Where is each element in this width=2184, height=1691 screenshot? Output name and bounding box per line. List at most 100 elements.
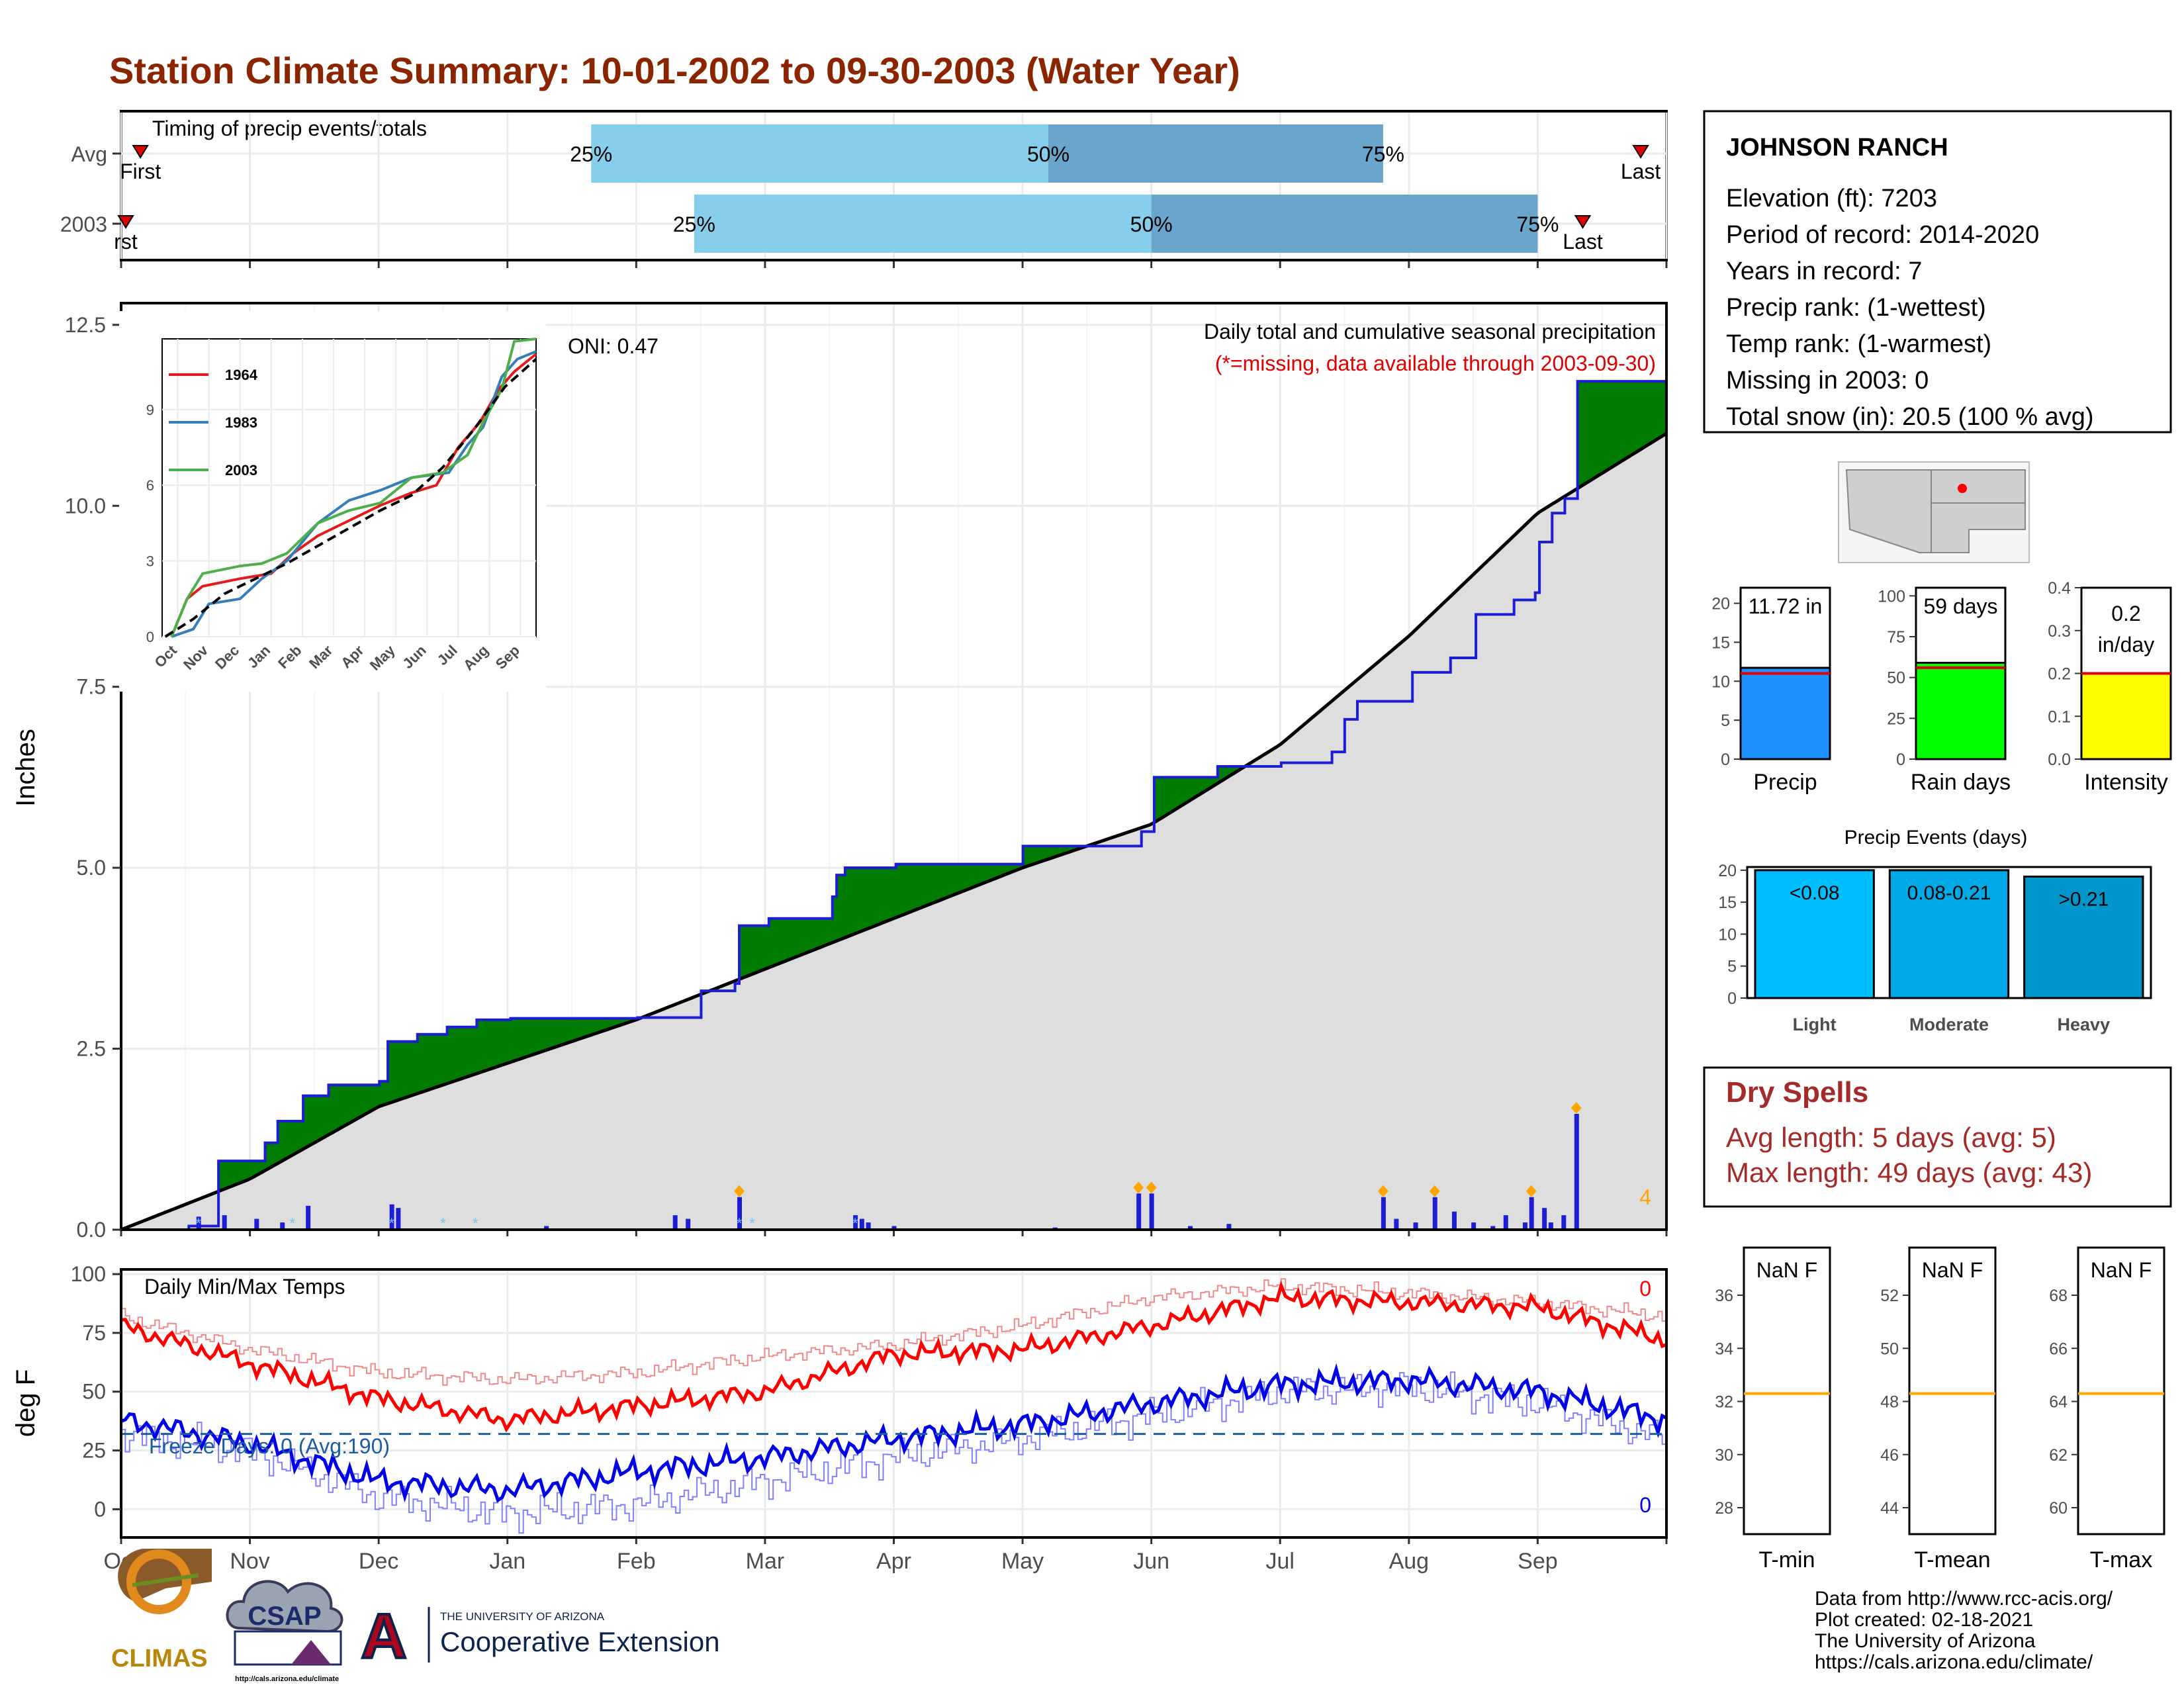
events-bar xyxy=(1754,869,1875,999)
month-axis-label: Feb xyxy=(617,1549,656,1574)
freeze-days-label: Freeze Days: 0 (Avg:190) xyxy=(149,1434,390,1458)
above-avg-fill xyxy=(409,1041,414,1097)
above-avg-fill xyxy=(244,1161,249,1182)
temp-y-axis-label: deg F xyxy=(11,1369,40,1437)
footer-created: Plot created: 02-18-2021 xyxy=(1815,1609,2033,1631)
daily-precip-bar xyxy=(1490,1226,1496,1230)
daily-precip-bar xyxy=(1574,1114,1579,1230)
station-info-box: JOHNSON RANCH Elevation (ft): 7203 Perio… xyxy=(1703,110,2172,434)
events-ytick-label: 0 xyxy=(1727,989,1737,1008)
above-avg-fill xyxy=(519,1018,524,1060)
above-avg-fill xyxy=(925,864,931,906)
above-avg-fill xyxy=(493,1019,498,1068)
inset-ytick-label: 9 xyxy=(146,402,154,418)
above-avg-fill xyxy=(544,1018,549,1051)
daily-precip-bar xyxy=(1413,1222,1418,1230)
above-avg-fill xyxy=(794,918,799,958)
temp-box-ytick-label: 30 xyxy=(1715,1446,1733,1465)
above-avg-fill xyxy=(574,1018,579,1041)
events-title: Precip Events (days) xyxy=(1844,827,2028,848)
above-avg-fill xyxy=(591,1018,596,1035)
missing-data-marker: * xyxy=(290,1215,296,1232)
precip-bar xyxy=(1739,666,1831,760)
above-avg-fill xyxy=(472,1027,477,1075)
inset-line-1964 xyxy=(170,353,537,637)
above-avg-fill xyxy=(506,1019,512,1064)
events-category-label: Light xyxy=(1793,1015,1837,1034)
above-avg-fill xyxy=(1188,777,1193,802)
missing-data-marker: * xyxy=(749,1215,755,1232)
above-avg-fill xyxy=(1649,381,1655,444)
first-event-marker xyxy=(117,215,134,229)
timing-label-75: 75% xyxy=(1362,142,1404,166)
dry-spells-title: Dry Spells xyxy=(1726,1076,1868,1109)
month-axis-label: Jan xyxy=(489,1549,525,1574)
temp-ytick-label: 100 xyxy=(71,1262,106,1286)
temp-box-value: NaN F xyxy=(1756,1258,1817,1282)
climas-logo: CLIMAS xyxy=(111,1549,212,1672)
above-avg-fill xyxy=(1044,846,1049,861)
above-avg-fill xyxy=(273,1142,279,1166)
events-ytick-label: 10 xyxy=(1718,925,1737,944)
above-avg-fill xyxy=(434,1034,439,1088)
events-ytick-label: 20 xyxy=(1718,862,1737,880)
timing-row-label: Avg xyxy=(71,142,107,166)
tmin-count: 0 xyxy=(1639,1493,1651,1517)
rain_days-value-label: 59 days xyxy=(1923,594,1997,618)
above-avg-fill xyxy=(358,1085,363,1119)
above-avg-fill xyxy=(1048,846,1053,859)
daily-precip-bar xyxy=(1381,1197,1386,1230)
inset-ytick-label: 6 xyxy=(146,477,154,494)
month-axis-label: May xyxy=(1001,1549,1044,1574)
above-avg-fill xyxy=(295,1120,300,1154)
daily-precip-bar xyxy=(1522,1222,1527,1230)
inset-legend-label: 1983 xyxy=(225,414,257,431)
precip-ytick-label: 2.5 xyxy=(77,1037,106,1061)
above-avg-fill xyxy=(844,868,850,938)
above-avg-fill xyxy=(459,1027,465,1079)
precip-panel-frame xyxy=(120,302,1668,1231)
above-avg-fill xyxy=(866,868,871,930)
temp-box-ytick-label: 64 xyxy=(2049,1393,2068,1412)
above-avg-fill xyxy=(477,1019,482,1074)
above-avg-fill xyxy=(311,1095,316,1144)
above-avg-fill xyxy=(1624,381,1629,460)
above-avg-fill xyxy=(455,1027,461,1081)
heavy-precip-marker xyxy=(1429,1185,1440,1197)
missing-data-marker: * xyxy=(852,1215,858,1232)
missing-data-marker: * xyxy=(388,1215,394,1232)
above-avg-fill xyxy=(426,1034,431,1091)
inset-frame xyxy=(161,338,537,637)
above-avg-fill xyxy=(879,868,884,925)
above-avg-fill xyxy=(282,1120,287,1162)
observed-cumulative-line xyxy=(121,380,1666,1231)
above-avg-fill xyxy=(946,864,952,898)
temp-box-ytick-label: 48 xyxy=(1880,1393,1899,1412)
ua-letter-mark: A xyxy=(361,1601,406,1672)
daily-precip-bar xyxy=(672,1215,678,1230)
daily-precip-bar xyxy=(1451,1211,1457,1230)
above-avg-fill xyxy=(1192,777,1197,800)
above-avg-fill xyxy=(760,925,765,971)
station-years: Years in record: 7 xyxy=(1726,257,1922,285)
month-axis-label: Apr xyxy=(876,1549,911,1574)
map-states xyxy=(1845,469,2026,553)
above-avg-fill xyxy=(595,1018,600,1034)
inset-ytick-label: 3 xyxy=(146,553,154,570)
intensity-bar xyxy=(2080,672,2172,760)
ua-logo: A THE UNIVERSITY OF ARIZONA Cooperative … xyxy=(359,1600,719,1673)
summary-ytick-label: 0.2 xyxy=(2048,665,2071,684)
intensity-axis-label: Intensity xyxy=(2084,770,2168,795)
month-axis-label: Sep xyxy=(1518,1549,1558,1574)
events-bar xyxy=(1888,869,2010,999)
timing-panel: Timing of precip events/totals Avg 25% 50%… xyxy=(60,110,1668,268)
above-avg-fill xyxy=(226,1161,232,1189)
temp-box-ytick-label: 36 xyxy=(1715,1287,1733,1305)
daily-precip-bar xyxy=(280,1222,285,1230)
above-avg-fill xyxy=(786,918,791,961)
above-avg-fill xyxy=(367,1085,371,1114)
above-avg-fill xyxy=(1632,381,1637,455)
daily-precip-bar xyxy=(1394,1218,1399,1230)
above-avg-fill xyxy=(1175,777,1180,810)
temp-box-ytick-label: 46 xyxy=(1880,1446,1899,1465)
